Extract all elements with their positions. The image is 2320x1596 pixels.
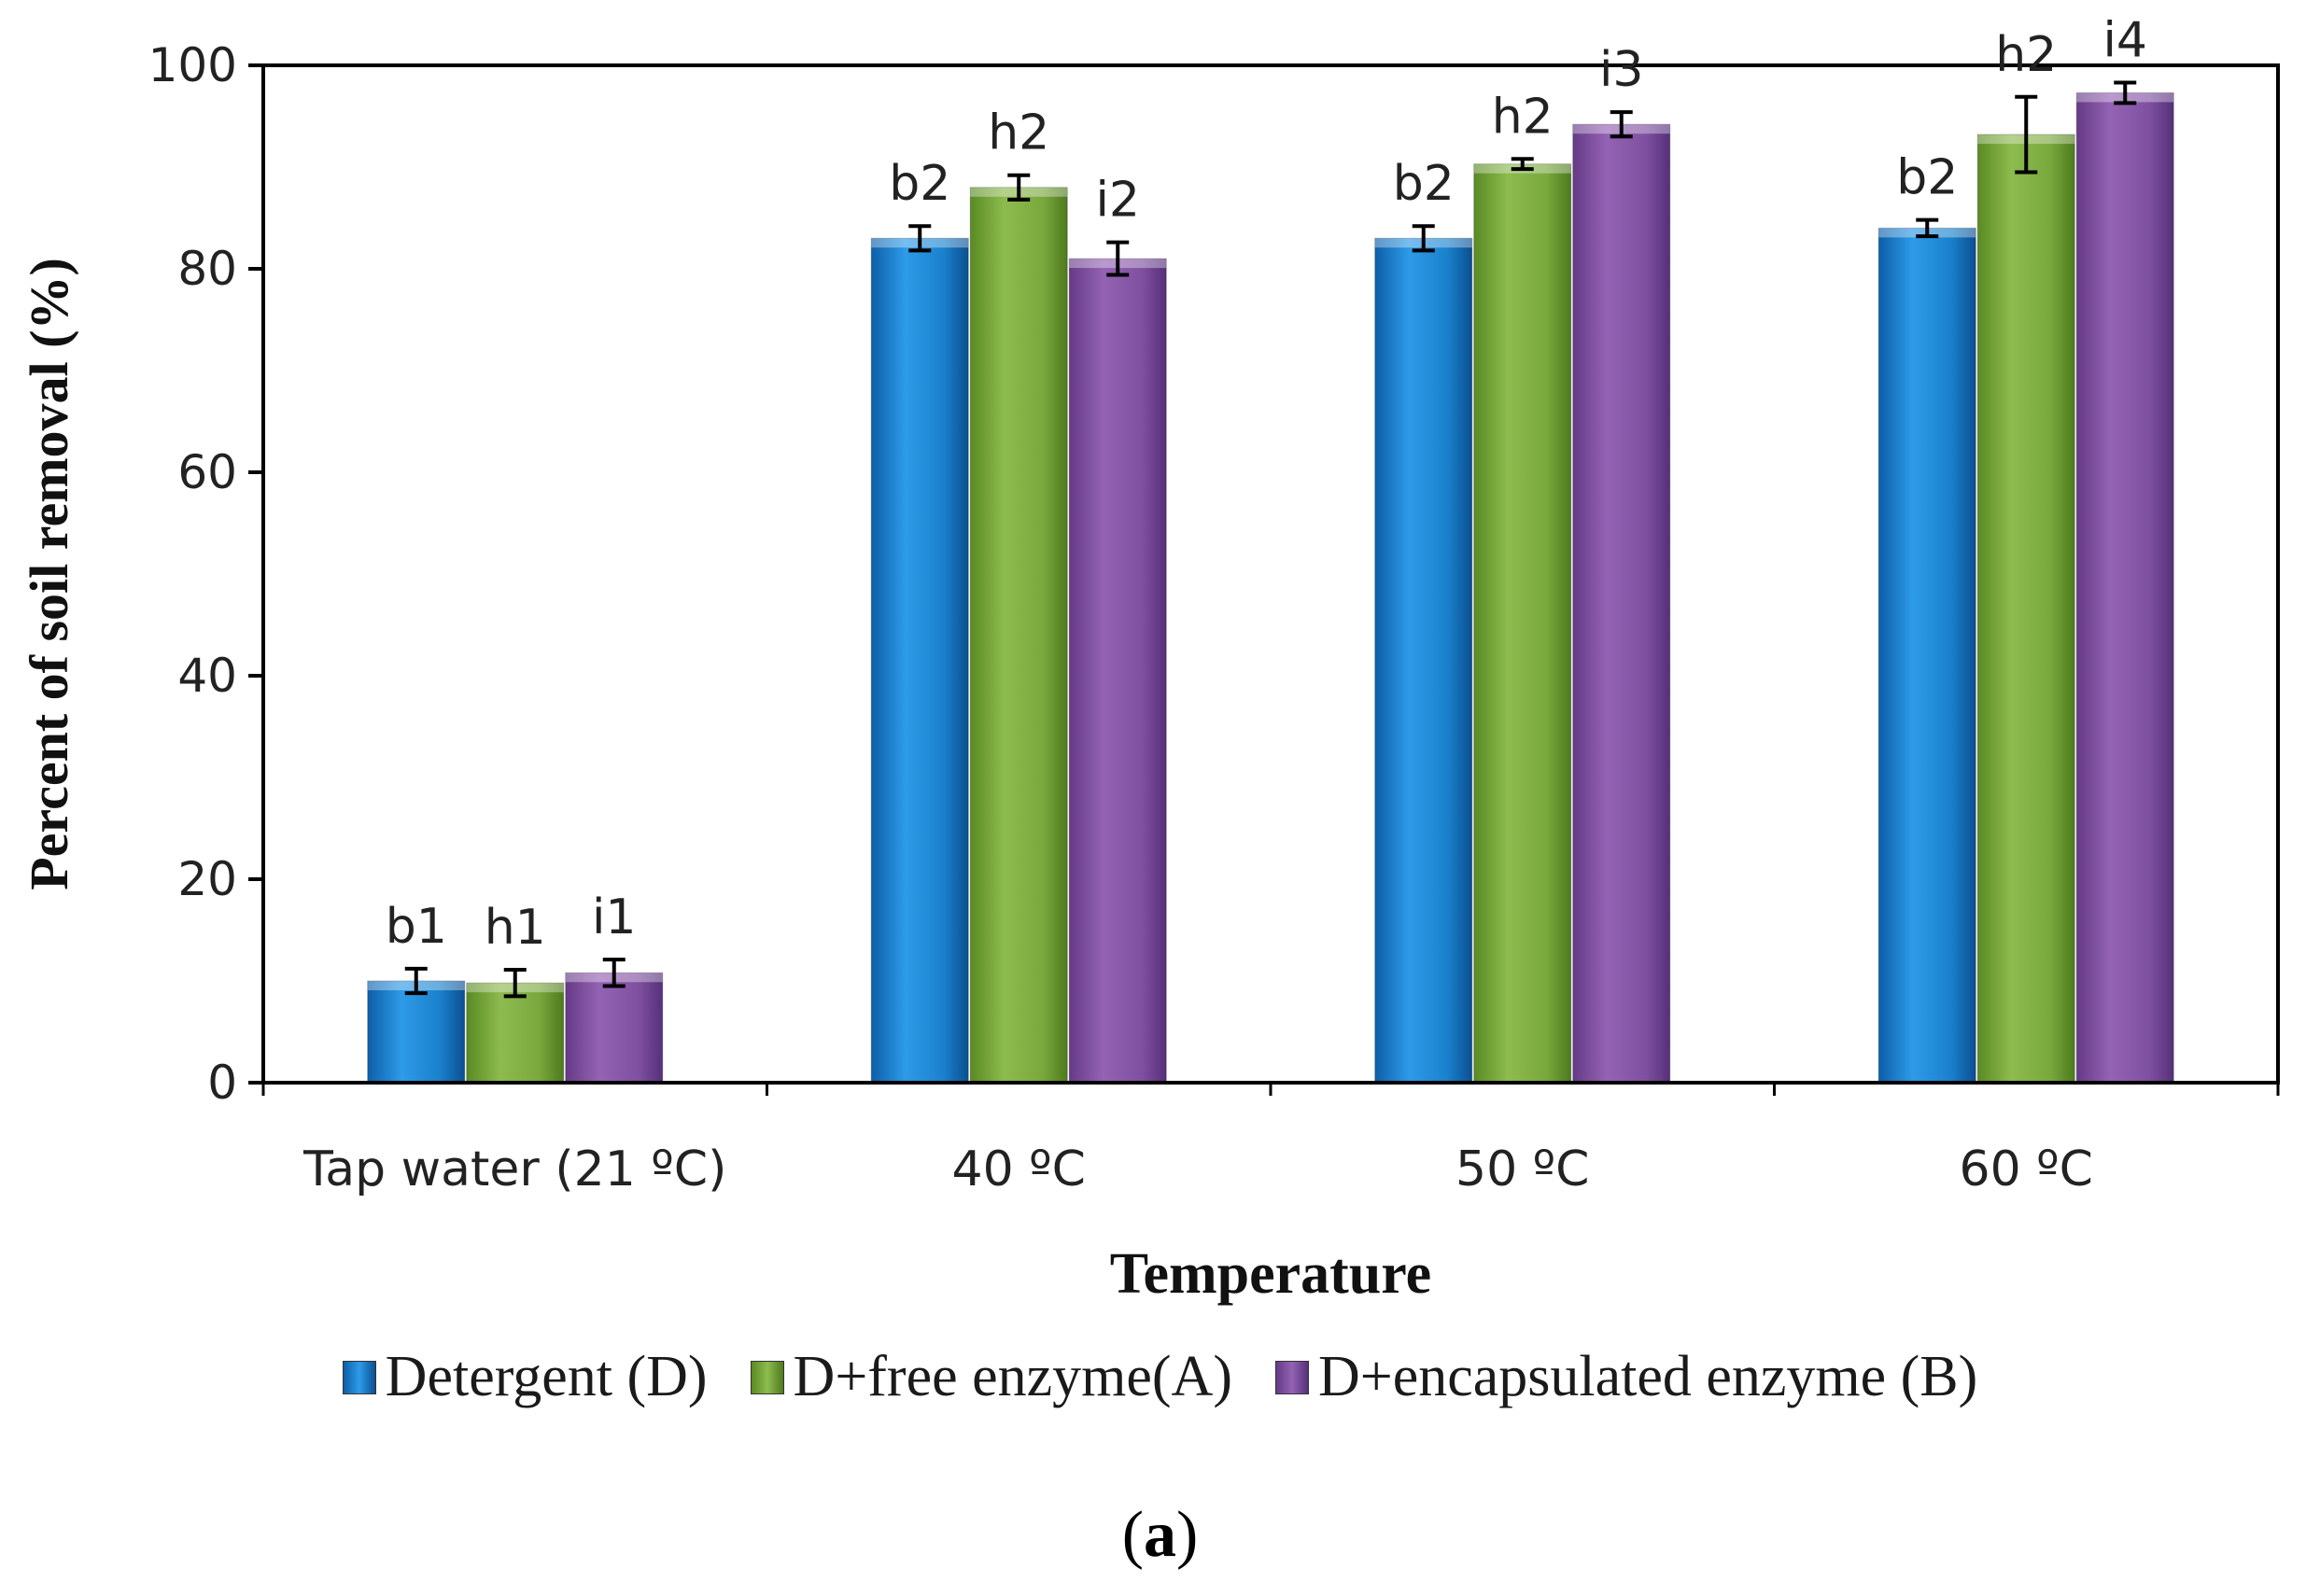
data-label-b2: b2 [1393, 156, 1455, 212]
bar-d-encapsulated-enzyme-b-60-c [2075, 91, 2174, 1084]
bar-d-encapsulated-enzyme-b-50-c [1572, 123, 1671, 1084]
bar-detergent-d-tap-water-21-c [367, 980, 466, 1084]
data-label-b2: b2 [889, 156, 950, 212]
legend: Detergent (D) D+free enzyme(A) D+encapsu… [0, 1344, 2320, 1410]
data-label-h1: h1 [485, 900, 546, 956]
y-tick-label: 0 [207, 1056, 237, 1110]
y-tick-label: 40 [177, 649, 237, 703]
bar-detergent-d-50-c [1374, 237, 1473, 1084]
data-label-h2: h2 [988, 105, 1049, 161]
caption-open-paren: ( [1121, 1499, 1144, 1571]
x-tick-label-60-c: 60 ºC [1959, 1141, 2093, 1197]
data-label-h2: h2 [1995, 27, 2057, 83]
data-label-h2: h2 [1492, 89, 1554, 145]
data-label-i4: i4 [2102, 13, 2147, 69]
y-tick-label: 100 [148, 38, 237, 92]
bar-d-free-enzyme-a-50-c [1473, 163, 1572, 1084]
bar-detergent-d-60-c [1877, 227, 1976, 1084]
bar-d-encapsulated-enzyme-b-tap-water-21-c [565, 972, 664, 1084]
x-tick-label-40-c: 40 ºC [951, 1141, 1086, 1197]
legend-label-detergent: Detergent (D) [385, 1345, 708, 1408]
bar-d-free-enzyme-a-tap-water-21-c [466, 982, 565, 1084]
bar-d-free-enzyme-a-60-c [1976, 133, 2075, 1084]
y-tick-label: 80 [177, 242, 237, 296]
legend-swatch-free-enzyme [750, 1360, 784, 1394]
legend-item-detergent: Detergent (D) [342, 1344, 708, 1410]
bar-d-encapsulated-enzyme-b-40-c [1068, 258, 1167, 1084]
data-label-i3: i3 [1599, 42, 1644, 98]
legend-swatch-encapsulated-enzyme [1274, 1360, 1309, 1394]
caption-close-paren: ) [1176, 1499, 1199, 1571]
figure-caption: (a) [0, 1498, 2320, 1573]
y-axis-title: Percent of soil removal (%) [19, 258, 79, 890]
y-tick-label: 60 [177, 445, 237, 499]
x-tick-label-tap-water-21-c: Tap water (21 ºC) [302, 1141, 726, 1197]
bar-d-free-enzyme-a-40-c [969, 187, 1068, 1084]
y-tick-label: 20 [177, 852, 237, 906]
data-label-b2: b2 [1896, 150, 1958, 206]
bar-detergent-d-40-c [870, 237, 969, 1084]
legend-item-encapsulated-enzyme: D+encapsulated enzyme (B) [1274, 1344, 1978, 1410]
data-label-b1: b1 [386, 899, 447, 955]
legend-label-encapsulated-enzyme: D+encapsulated enzyme (B) [1317, 1345, 1978, 1408]
data-label-i1: i1 [592, 889, 637, 945]
data-label-i2: i2 [1095, 173, 1140, 229]
legend-item-free-enzyme: D+free enzyme(A) [750, 1344, 1232, 1410]
x-axis-title: Temperature [1110, 1242, 1431, 1306]
x-tick-label-50-c: 50 ºC [1455, 1141, 1590, 1197]
caption-label: a [1144, 1499, 1176, 1571]
legend-swatch-detergent [342, 1360, 376, 1394]
legend-label-free-enzyme: D+free enzyme(A) [793, 1345, 1232, 1408]
